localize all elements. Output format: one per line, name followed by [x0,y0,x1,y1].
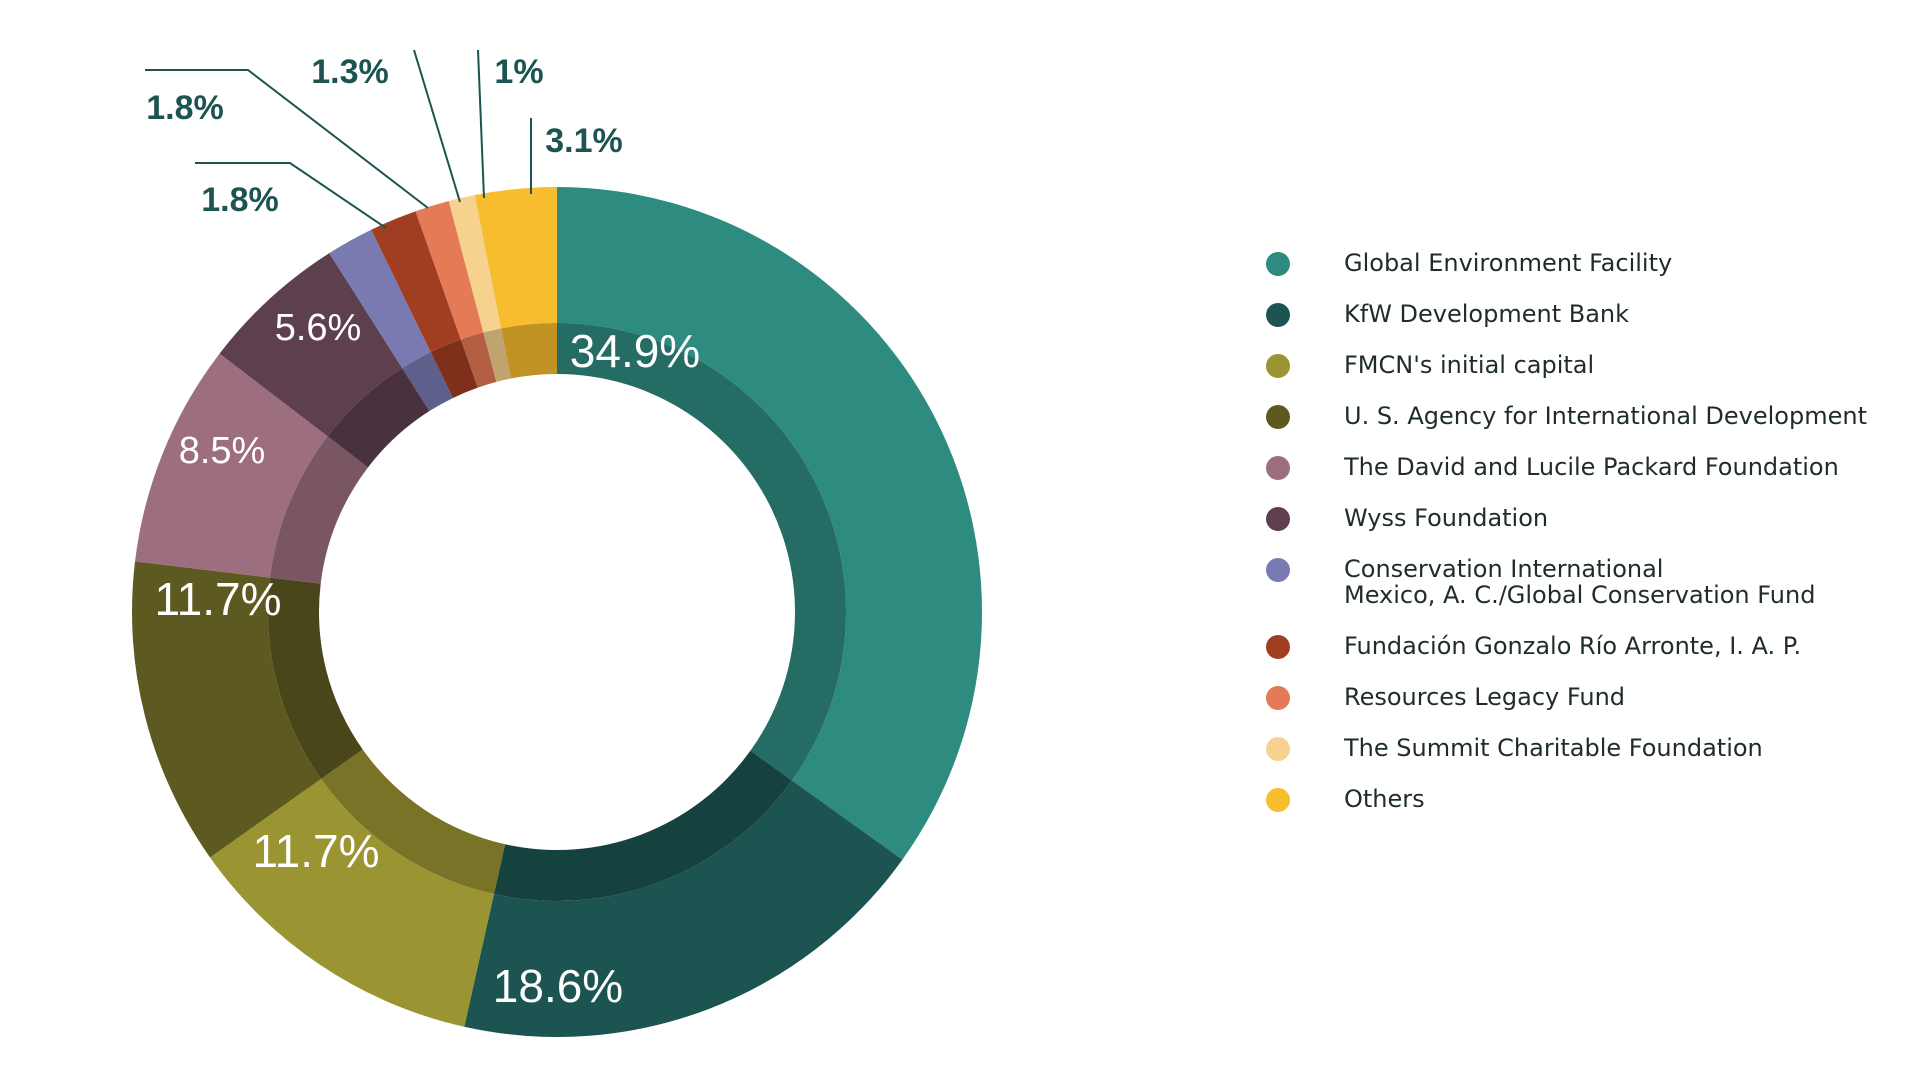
chart-legend: Global Environment Facility KfW Developme… [1266,250,1906,837]
data-label-wyss-foundation: 5.6% [275,307,362,349]
slice-others [474,187,557,329]
slice-resources-legacy-fund [415,201,484,340]
data-label-global-environment-facility: 34.9% [570,325,700,377]
legend-item-fundaci-n-gonzalo-r-o-arronte-i-a-p: Fundación Gonzalo Río Arronte, I. A. P. [1266,633,1906,659]
legend-swatch [1266,252,1290,276]
legend-swatch [1266,737,1290,761]
slice-inner-ring-kfw-development-bank [493,750,792,901]
slice-fmcn-s-initial-capital [210,778,494,1027]
data-label-u-s-agency-for-international-development: 11.7% [154,573,281,625]
slice-wyss-foundation [219,253,403,437]
legend-item-the-summit-charitable-foundation: The Summit Charitable Foundation [1266,735,1906,761]
legend-label: Global Environment Facility [1344,249,1673,277]
data-labels-layer: 34.9% 18.6% 11.7% 11.7% 8.5% 5.6% 1.8% 1.8% 1.3%… [146,53,700,1012]
legend-item-fmcn-s-initial-capital: FMCN's initial capital [1266,352,1906,378]
legend-label: Resources Legacy Fund [1344,683,1626,711]
data-label-the-david-and-lucile-packard-foundation: 8.5% [179,430,266,472]
slice-the-david-and-lucile-packard-foundation [135,353,328,578]
legend-item-u-s-agency-for-international-development: U. S. Agency for International Developme… [1266,403,1906,429]
legend-item-conservation-international: Conservation International Mexico, A. C.… [1266,556,1906,608]
data-label-the-summit-charitable-foundation: 1% [494,53,543,91]
slice-conservation-international [329,229,431,368]
data-label-fundaci-n-gonzalo-r-o-arronte-i-a-p: 1.8% [146,89,224,127]
legend-item-wyss-foundation: Wyss Foundation [1266,505,1906,531]
leader-line-fundaci-n-gonzalo-r-o-arronte-i-a-p [145,69,429,209]
slice-inner-ring-resources-legacy-fund [460,332,497,388]
slice-fundaci-n-gonzalo-r-o-arronte-i-a-p [371,211,461,353]
legend-swatch [1266,558,1290,582]
slice-inner-ring-wyss-foundation [327,367,430,468]
slice-kfw-development-bank [464,780,903,1037]
legend-item-others: Others [1266,786,1906,812]
slice-inner-ring-others [501,323,557,379]
data-label-kfw-development-bank: 18.6% [493,960,623,1012]
data-label-conservation-international: 1.8% [201,181,279,219]
slice-inner-ring-fundaci-n-gonzalo-r-o-arronte-i-a-p [430,339,478,398]
legend-label: U. S. Agency for International Developme… [1344,402,1867,430]
legend-item-the-david-and-lucile-packard-foundation: The David and Lucile Packard Foundation [1266,454,1906,480]
legend-swatch [1266,405,1290,429]
slice-the-summit-charitable-foundation [448,195,502,333]
slice-inner-ring-conservation-international [402,352,453,412]
legend-swatch [1266,507,1290,531]
legend-swatch [1266,303,1290,327]
legend-label: Wyss Foundation [1344,504,1549,532]
leader-line-conservation-international [195,162,387,229]
data-label-others: 3.1% [545,122,623,160]
leader-lines-layer [145,49,532,229]
slice-inner-ring-global-environment-facility [557,323,847,781]
legend-item-resources-legacy-fund: Resources Legacy Fund [1266,684,1906,710]
slice-inner-ring-u-s-agency-for-international-development [268,577,363,779]
data-label-fmcn-s-initial-capital: 11.7% [252,825,379,877]
legend-label: Fundación Gonzalo Río Arronte, I. A. P. [1344,632,1802,660]
legend-item-kfw-development-bank: KfW Development Bank [1266,301,1906,327]
legend-label: The Summit Charitable Foundation [1344,734,1763,762]
slice-inner-ring-the-summit-charitable-foundation [483,328,511,382]
legend-swatch [1266,635,1290,659]
legend-label: FMCN's initial capital [1344,351,1595,379]
slice-inner-ring-fmcn-s-initial-capital [321,749,506,895]
legend-swatch [1266,456,1290,480]
legend-label: The David and Lucile Packard Foundation [1344,453,1839,481]
legend-label: Conservation International Mexico, A. C.… [1344,555,1816,609]
legend-swatch [1266,354,1290,378]
legend-label: Others [1344,785,1425,813]
slice-global-environment-facility [557,187,983,860]
legend-label: KfW Development Bank [1344,300,1630,328]
data-label-resources-legacy-fund: 1.3% [311,53,389,91]
leader-line-the-summit-charitable-foundation [477,49,485,199]
legend-swatch [1266,686,1290,710]
leader-line-resources-legacy-fund [413,49,461,203]
legend-swatch [1266,788,1290,812]
slice-u-s-agency-for-international-development [131,561,322,858]
legend-item-global-environment-facility: Global Environment Facility [1266,250,1906,276]
slices-layer [131,187,983,1037]
slice-inner-ring-the-david-and-lucile-packard-foundation [270,436,369,584]
